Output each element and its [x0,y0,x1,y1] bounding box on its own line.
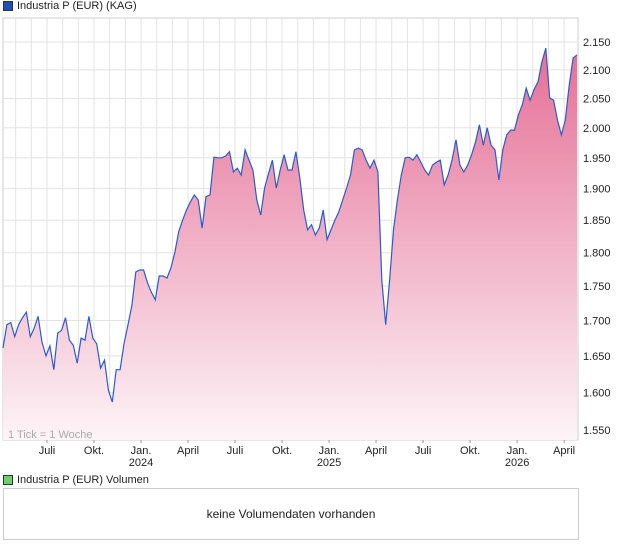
x-tick-label: Okt. [84,445,104,457]
price-legend-label: Industria P (EUR) (KAG) [17,0,137,12]
y-tick-label: 1.700 [583,316,611,328]
volume-panel: keine Volumendaten vorhanden [3,488,579,540]
x-tick-label: April [177,445,199,457]
x-tick-year: 2026 [505,457,529,469]
y-tick-label: 1.650 [583,351,611,363]
tick-note: 1 Tick = 1 Woche [8,429,92,441]
y-tick-label: 1.550 [583,425,611,437]
y-tick-label: 2.000 [583,123,611,135]
y-tick-label: 1.850 [583,215,611,227]
x-tick-label: Jan. [131,445,152,457]
x-tick-label: Jan. [507,445,528,457]
y-tick-label: 1.750 [583,281,611,293]
price-line [2,47,578,403]
y-tick-label: 2.150 [583,37,611,49]
y-tick-label: 1.800 [583,248,611,260]
y-tick-label: 2.050 [583,93,611,105]
volume-empty-message: keine Volumendaten vorhanden [206,507,376,521]
x-tick-year: 2024 [129,457,153,469]
x-tick-label: April [553,445,575,457]
price-legend: Industria P (EUR) (KAG) [3,0,137,12]
x-tick-label: Okt. [460,445,480,457]
x-tick-label: Juli [415,445,432,457]
x-tick-label: Juli [39,445,56,457]
y-tick-label: 1.600 [583,387,611,399]
volume-legend-swatch [3,475,13,485]
y-tick-label: 1.950 [583,153,611,165]
x-tick-label: Juli [227,445,244,457]
price-chart: 2.150 2.100 2.050 2.000 1.950 1.900 1.850 1.800… [2,17,611,469]
x-tick-label: April [365,445,387,457]
x-tick-year: 2025 [317,457,341,469]
price-legend-swatch [3,1,13,11]
x-tick-label: Okt. [272,445,292,457]
y-tick-label: 1.900 [583,184,611,196]
x-tick-label: Jan. [319,445,340,457]
volume-legend: Industria P (EUR) Volumen [3,474,149,486]
y-tick-label: 2.100 [583,65,611,77]
volume-legend-label: Industria P (EUR) Volumen [17,474,149,486]
price-area [3,48,577,440]
